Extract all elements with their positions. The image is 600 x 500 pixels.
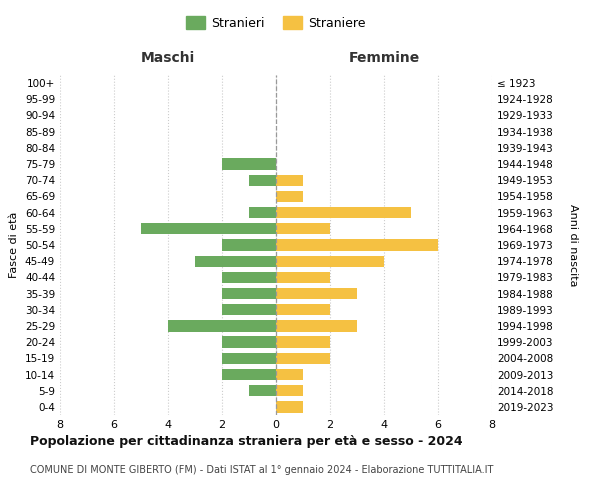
Bar — [276, 369, 303, 380]
Bar — [222, 158, 276, 170]
Text: Popolazione per cittadinanza straniera per età e sesso - 2024: Popolazione per cittadinanza straniera p… — [30, 435, 463, 448]
Bar — [141, 223, 276, 234]
Bar — [168, 320, 276, 332]
Bar — [222, 336, 276, 348]
Text: Maschi: Maschi — [141, 51, 195, 65]
Text: Femmine: Femmine — [349, 51, 419, 65]
Y-axis label: Anni di nascita: Anni di nascita — [568, 204, 577, 286]
Bar — [222, 240, 276, 250]
Bar — [276, 174, 303, 186]
Bar — [276, 207, 411, 218]
Y-axis label: Fasce di età: Fasce di età — [10, 212, 19, 278]
Bar — [249, 385, 276, 396]
Bar — [222, 304, 276, 316]
Bar — [276, 256, 384, 267]
Bar — [249, 174, 276, 186]
Bar — [276, 336, 330, 348]
Bar — [276, 401, 303, 412]
Bar — [222, 288, 276, 299]
Bar — [276, 191, 303, 202]
Bar — [222, 272, 276, 283]
Legend: Stranieri, Straniere: Stranieri, Straniere — [181, 11, 371, 35]
Bar — [195, 256, 276, 267]
Bar — [249, 207, 276, 218]
Bar — [276, 240, 438, 250]
Bar — [276, 385, 303, 396]
Text: COMUNE DI MONTE GIBERTO (FM) - Dati ISTAT al 1° gennaio 2024 - Elaborazione TUTT: COMUNE DI MONTE GIBERTO (FM) - Dati ISTA… — [30, 465, 493, 475]
Bar — [222, 352, 276, 364]
Bar — [276, 320, 357, 332]
Bar — [276, 304, 330, 316]
Bar — [276, 223, 330, 234]
Bar — [222, 369, 276, 380]
Bar — [276, 288, 357, 299]
Bar — [276, 352, 330, 364]
Bar — [276, 272, 330, 283]
